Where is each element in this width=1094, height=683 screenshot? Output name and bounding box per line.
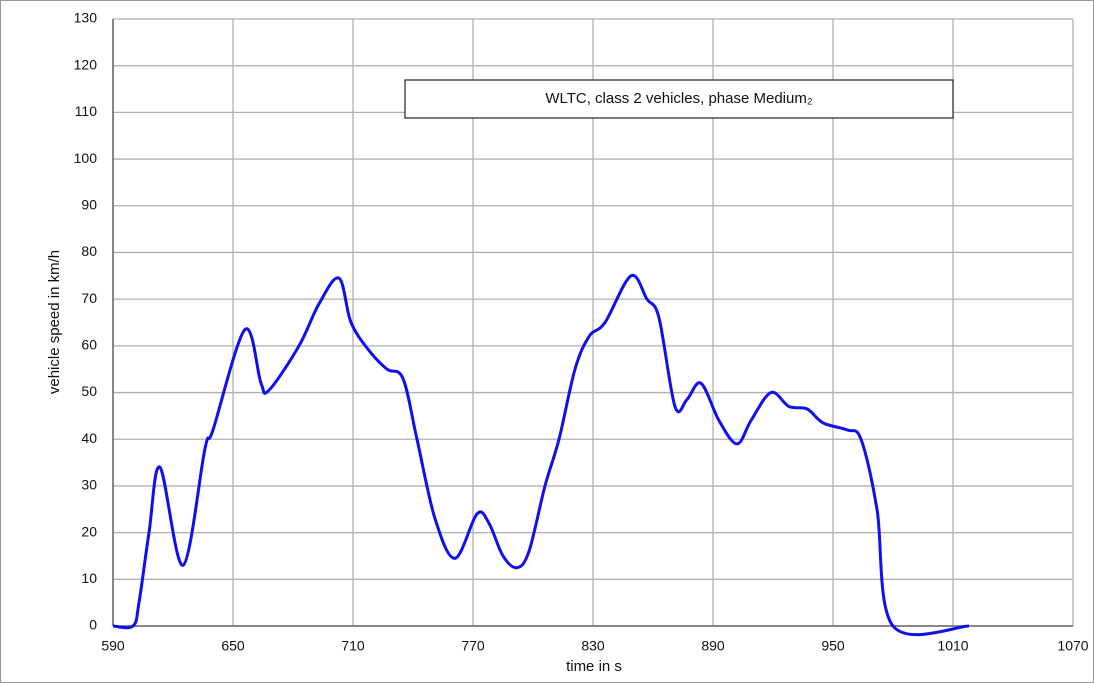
x-axis-label: time in s [566, 658, 622, 675]
y-tick-label: 10 [81, 570, 97, 586]
x-tick-label: 950 [821, 638, 845, 654]
y-tick-label: 60 [81, 337, 97, 353]
y-tick-label: 100 [74, 150, 98, 166]
y-tick-label: 70 [81, 290, 97, 306]
x-tick-label: 710 [341, 638, 365, 654]
y-tick-label: 20 [81, 523, 97, 539]
x-tick-label: 650 [221, 638, 245, 654]
x-tick-label: 890 [701, 638, 725, 654]
y-tick-label: 110 [75, 103, 98, 119]
title-box [404, 79, 954, 119]
y-tick-label: 90 [81, 196, 97, 212]
x-tick-label: 1070 [1057, 638, 1088, 654]
y-tick-label: 50 [81, 383, 97, 399]
y-tick-label: 130 [74, 10, 98, 26]
x-tick-label: 1010 [937, 638, 968, 654]
y-tick-label: 120 [74, 56, 98, 72]
x-tick-label: 770 [461, 638, 485, 654]
y-axis-label: vehicle speed in km/h [46, 250, 63, 394]
chart-title: WLTC, class 2 vehicles, phase Medium₂ [545, 90, 812, 107]
y-tick-label: 0 [89, 617, 97, 633]
x-tick-label: 590 [101, 638, 125, 654]
y-tick-label: 40 [81, 430, 97, 446]
y-tick-label: 30 [81, 477, 97, 493]
y-tick-label: 80 [81, 243, 97, 259]
x-tick-label: 830 [581, 638, 605, 654]
speed-line [112, 273, 970, 637]
